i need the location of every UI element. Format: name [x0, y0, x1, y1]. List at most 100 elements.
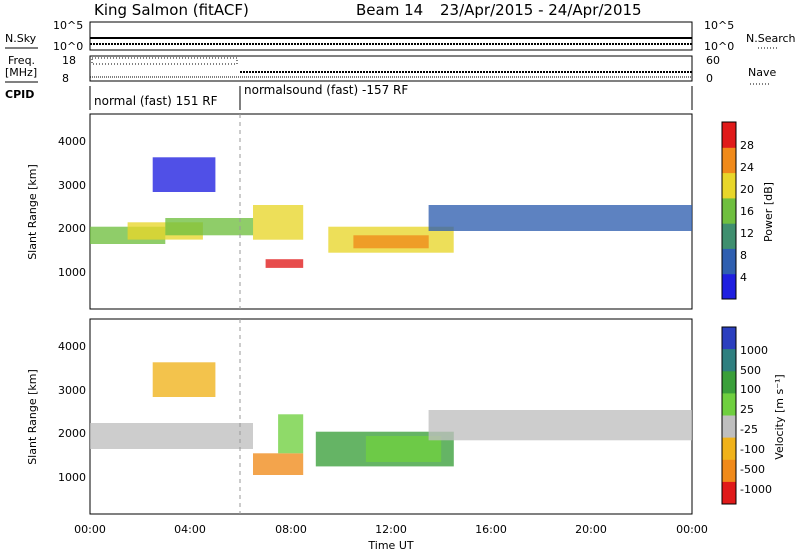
velocity-ytick-2000: 2000	[58, 427, 86, 440]
power-cb-tick-12: 12	[740, 227, 754, 240]
power-colorbar-swatch-0	[722, 273, 736, 300]
xtick-24: 00:00	[676, 523, 708, 536]
velocity-colorbar-swatch-4	[722, 415, 736, 439]
cpid-panel: CPID normal (fast) 151 RF normalsound (f…	[5, 83, 693, 110]
nsky-panel: N.Sky 10^5 10^0 10^5 10^0 N.Search	[5, 19, 796, 53]
velocity-panel: 1000 2000 3000 4000 Slant Range [km] 100…	[26, 318, 786, 515]
velocity-colorbar-swatch-5	[722, 437, 736, 461]
velocity-cluster-0	[90, 423, 253, 449]
power-colorbar-swatch-3	[722, 197, 736, 224]
nsearch-tick-top: 10^5	[704, 19, 734, 32]
velocity-colorbar-swatch-0	[722, 327, 736, 350]
velocity-yticks: 1000 2000 3000 4000	[58, 340, 86, 484]
velocity-cb-tick-25: 25	[740, 403, 754, 416]
velocity-cb-tick-minus25: -25	[740, 423, 758, 436]
velocity-ytick-4000: 4000	[58, 340, 86, 353]
cpid-text-1: normal (fast) 151 RF	[94, 94, 218, 108]
x-axis-label: Time UT	[367, 539, 413, 552]
freq-label-1: Freq.	[8, 54, 35, 67]
velocity-colorbar-label: Velocity [m s⁻¹]	[773, 374, 786, 459]
xtick-20: 20:00	[575, 523, 607, 536]
nsky-frame	[89, 21, 693, 51]
velocity-cb-tick-100: 100	[740, 383, 761, 396]
velocity-cluster-2	[278, 414, 304, 454]
velocity-ytick-1000: 1000	[58, 471, 86, 484]
power-cb-tick-28: 28	[740, 139, 754, 152]
velocity-colorbar-swatch-6	[722, 459, 736, 483]
power-colorbar-label: Power [dB]	[762, 182, 775, 242]
velocity-clusters	[90, 362, 692, 475]
power-cluster-4	[265, 259, 304, 268]
freq-tick-top: 18	[62, 54, 76, 67]
power-cluster-3	[253, 205, 304, 240]
nsearch-tick-bottom: 10^0	[704, 40, 734, 53]
velocity-cb-tick-1000: 1000	[740, 344, 768, 357]
xtick-08: 08:00	[275, 523, 307, 536]
power-colorbar-swatch-4	[722, 172, 736, 199]
velocity-cluster-6	[152, 362, 216, 397]
power-yticks: 1000 2000 3000 4000	[58, 135, 86, 279]
power-colorbar-swatch-6	[722, 122, 736, 148]
freq-label-2: [MHz]	[5, 66, 37, 79]
power-cb-tick-4: 4	[740, 271, 747, 284]
power-colorbar-swatch-1	[722, 248, 736, 275]
date-range: 23/Apr/2015 - 24/Apr/2015	[440, 1, 642, 19]
velocity-cluster-1	[253, 453, 304, 475]
velocity-cb-tick-minus500: -500	[740, 463, 765, 476]
velocity-colorbar	[721, 326, 737, 505]
nsearch-label: N.Search	[746, 32, 796, 45]
power-ytick-3000: 3000	[58, 179, 86, 192]
cpid-label: CPID	[5, 88, 34, 101]
power-cb-tick-16: 16	[740, 205, 754, 218]
velocity-ylabel: Slant Range [km]	[26, 369, 39, 465]
power-cluster-6	[353, 235, 429, 249]
power-ytick-4000: 4000	[58, 135, 86, 148]
nsky-tick-bottom: 10^0	[53, 40, 83, 53]
nsky-label: N.Sky	[5, 32, 37, 45]
xtick-12: 12:00	[375, 523, 407, 536]
velocity-colorbar-swatch-2	[722, 371, 736, 394]
freq-band-early	[91, 57, 238, 65]
freq-panel: Freq. [MHz] 18 8 60 0 Nave	[5, 54, 776, 85]
power-colorbar-frame	[721, 121, 737, 300]
velocity-cb-tick-minus100: -100	[740, 443, 765, 456]
freq-frame	[89, 55, 693, 82]
power-ylabel: Slant Range [km]	[26, 164, 39, 260]
nsky-tick-top: 10^5	[53, 19, 83, 32]
power-colorbar	[721, 121, 737, 300]
velocity-cb-tick-minus1000: -1000	[740, 483, 772, 496]
xtick-00: 00:00	[74, 523, 106, 536]
velocity-colorbar-swatch-3	[722, 393, 736, 416]
power-cb-tick-20: 20	[740, 183, 754, 196]
velocity-ytick-3000: 3000	[58, 384, 86, 397]
cpid-text-2: normalsound (fast) -157 RF	[244, 83, 408, 97]
power-panel: 1000 2000 3000 4000 Slant Range [km] 4 8…	[26, 113, 775, 310]
beam-label: Beam 14	[356, 1, 423, 19]
nave-tick-bottom: 0	[706, 72, 713, 85]
x-axis: 00:00 04:00 08:00 12:00 16:00 20:00 00:0…	[74, 523, 708, 552]
velocity-colorbar-swatch-7	[722, 481, 736, 505]
power-ytick-1000: 1000	[58, 266, 86, 279]
power-cb-tick-24: 24	[740, 161, 754, 174]
power-ytick-2000: 2000	[58, 222, 86, 235]
velocity-cb-tick-500: 500	[740, 364, 761, 377]
nave-label: Nave	[748, 66, 776, 79]
velocity-colorbar-swatch-1	[722, 349, 736, 372]
power-colorbar-swatch-5	[722, 147, 736, 174]
velocity-colorbar-ticks: 1000 500 100 25 -25 -100 -500 -1000	[740, 344, 772, 496]
power-cluster-8	[152, 157, 216, 192]
xtick-04: 04:00	[174, 523, 206, 536]
velocity-cluster-4	[365, 436, 442, 462]
power-cluster-7	[428, 205, 692, 231]
nave-tick-top: 60	[706, 54, 720, 67]
xtick-16: 16:00	[475, 523, 507, 536]
power-cb-tick-8: 8	[740, 249, 747, 262]
power-cluster-2	[165, 218, 254, 236]
power-colorbar-swatch-2	[722, 223, 736, 249]
power-clusters	[90, 157, 692, 268]
velocity-cluster-5	[428, 410, 692, 441]
plot-title: King Salmon (fitACF)	[94, 1, 249, 19]
freq-tick-bottom: 8	[62, 72, 69, 85]
velocity-colorbar-frame	[721, 326, 737, 505]
